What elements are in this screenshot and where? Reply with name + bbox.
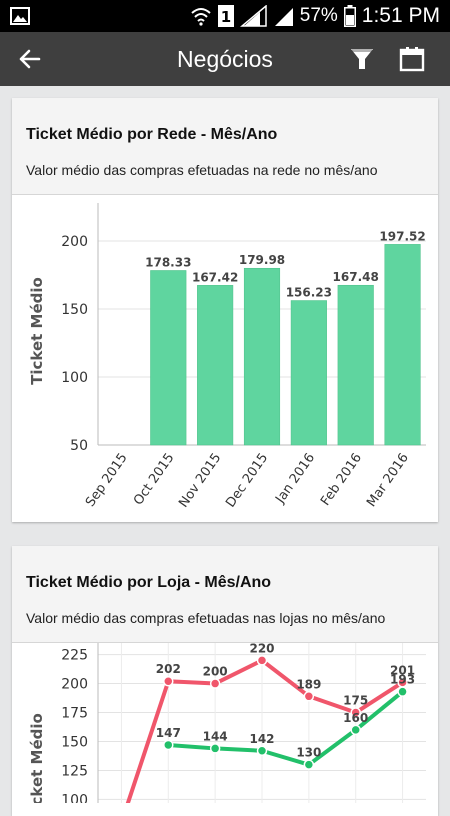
data-point	[350, 724, 361, 736]
data-label: 160	[343, 711, 368, 725]
gallery-icon	[10, 7, 30, 25]
data-label: 175	[343, 694, 368, 708]
data-point	[303, 691, 315, 702]
bar	[384, 244, 421, 446]
y-tick-label: 100	[61, 370, 88, 386]
y-tick-label: 150	[61, 734, 88, 750]
data-label: 147	[156, 726, 181, 740]
data-point	[397, 686, 408, 697]
bar	[337, 284, 374, 446]
data-label: 178.33	[145, 255, 191, 269]
bar	[197, 285, 234, 446]
sim-number: 1	[221, 8, 231, 26]
data-label: 200	[203, 665, 228, 679]
data-point	[163, 739, 174, 751]
sim-icon: 1	[217, 5, 234, 27]
data-label: 201	[390, 663, 415, 677]
card-ticket-loja: Ticket Médio por Loja - Mês/Ano Valor mé…	[12, 546, 438, 816]
data-point	[163, 675, 174, 687]
data-label: 142	[249, 732, 274, 746]
signal-2-icon	[274, 8, 293, 26]
data-label: 189	[296, 677, 321, 691]
line-chart: 100 125 150 175 200 225 Ticket Médio 202 200 220 1…	[28, 643, 426, 803]
card-header: Ticket Médio por Rede - Mês/Ano Valor mé…	[12, 98, 438, 195]
x-tick-label: Sep 2015	[83, 451, 131, 510]
data-label: 179.98	[239, 253, 285, 267]
data-label: 167.48	[333, 270, 379, 284]
x-tick-label: Mar 2016	[364, 451, 412, 510]
data-point	[350, 707, 361, 718]
data-label: 144	[203, 729, 228, 743]
data-point	[303, 759, 315, 770]
y-tick-label: 200	[61, 677, 88, 693]
bar	[243, 267, 281, 446]
app-bar: Negócios	[0, 32, 450, 86]
wifi-icon	[191, 8, 211, 26]
card-ticket-rede: Ticket Médio por Rede - Mês/Ano Valor mé…	[12, 98, 438, 522]
x-tick-label: Oct 2015	[131, 451, 178, 509]
data-label: 197.52	[379, 229, 425, 243]
back-arrow-icon[interactable]	[16, 45, 44, 73]
data-label: 156.23	[286, 286, 332, 300]
filter-icon[interactable]	[348, 45, 376, 73]
card-subtitle: Valor médio das compras efetuadas nas lo…	[26, 610, 386, 626]
x-tick-label: Dec 2015	[223, 451, 271, 511]
y-axis-label: Ticket Médio	[28, 277, 46, 385]
data-point	[209, 743, 221, 754]
y-axis-label: Ticket Médio	[28, 713, 46, 803]
data-point	[256, 745, 268, 757]
x-tick-label: Feb 2016	[318, 451, 365, 509]
bar	[150, 270, 187, 446]
battery-icon	[343, 5, 356, 27]
data-label: 167.42	[192, 270, 238, 284]
data-label: 193	[390, 673, 415, 687]
data-label: 220	[249, 643, 274, 655]
card-title: Ticket Médio por Rede - Mês/Ano	[26, 126, 278, 143]
card-subtitle: Valor médio das compras efetuadas na red…	[26, 162, 378, 178]
x-tick-label: Jan 2016	[272, 451, 318, 507]
y-tick-label: 50	[70, 438, 88, 454]
data-label: 130	[296, 746, 321, 760]
y-tick-label: 100	[61, 792, 88, 803]
signal-icon	[239, 5, 267, 27]
data-point	[209, 678, 221, 689]
bar-chart: 50 100 150 200 Ticket Médio Sep 2015 178.33 Oct…	[28, 203, 426, 511]
data-label: 202	[156, 662, 181, 676]
bar	[290, 300, 327, 446]
data-point	[256, 655, 268, 666]
battery-percent: 57%	[299, 5, 338, 26]
clock: 1:51 PM	[361, 4, 440, 27]
y-tick-label: 175	[61, 706, 88, 722]
card-title: Ticket Médio por Loja - Mês/Ano	[26, 574, 272, 591]
y-tick-label: 125	[61, 763, 88, 779]
card-header: Ticket Médio por Loja - Mês/Ano Valor mé…	[12, 546, 438, 643]
status-bar: 1 57% 1:51 PM	[0, 0, 450, 32]
series-line	[168, 690, 404, 767]
y-tick-label: 150	[61, 302, 88, 318]
page-title: Negócios	[177, 46, 273, 72]
x-tick-label: Nov 2015	[176, 451, 224, 511]
y-tick-label: 200	[61, 234, 88, 250]
calendar-icon[interactable]	[398, 45, 426, 73]
y-tick-label: 225	[61, 648, 88, 664]
